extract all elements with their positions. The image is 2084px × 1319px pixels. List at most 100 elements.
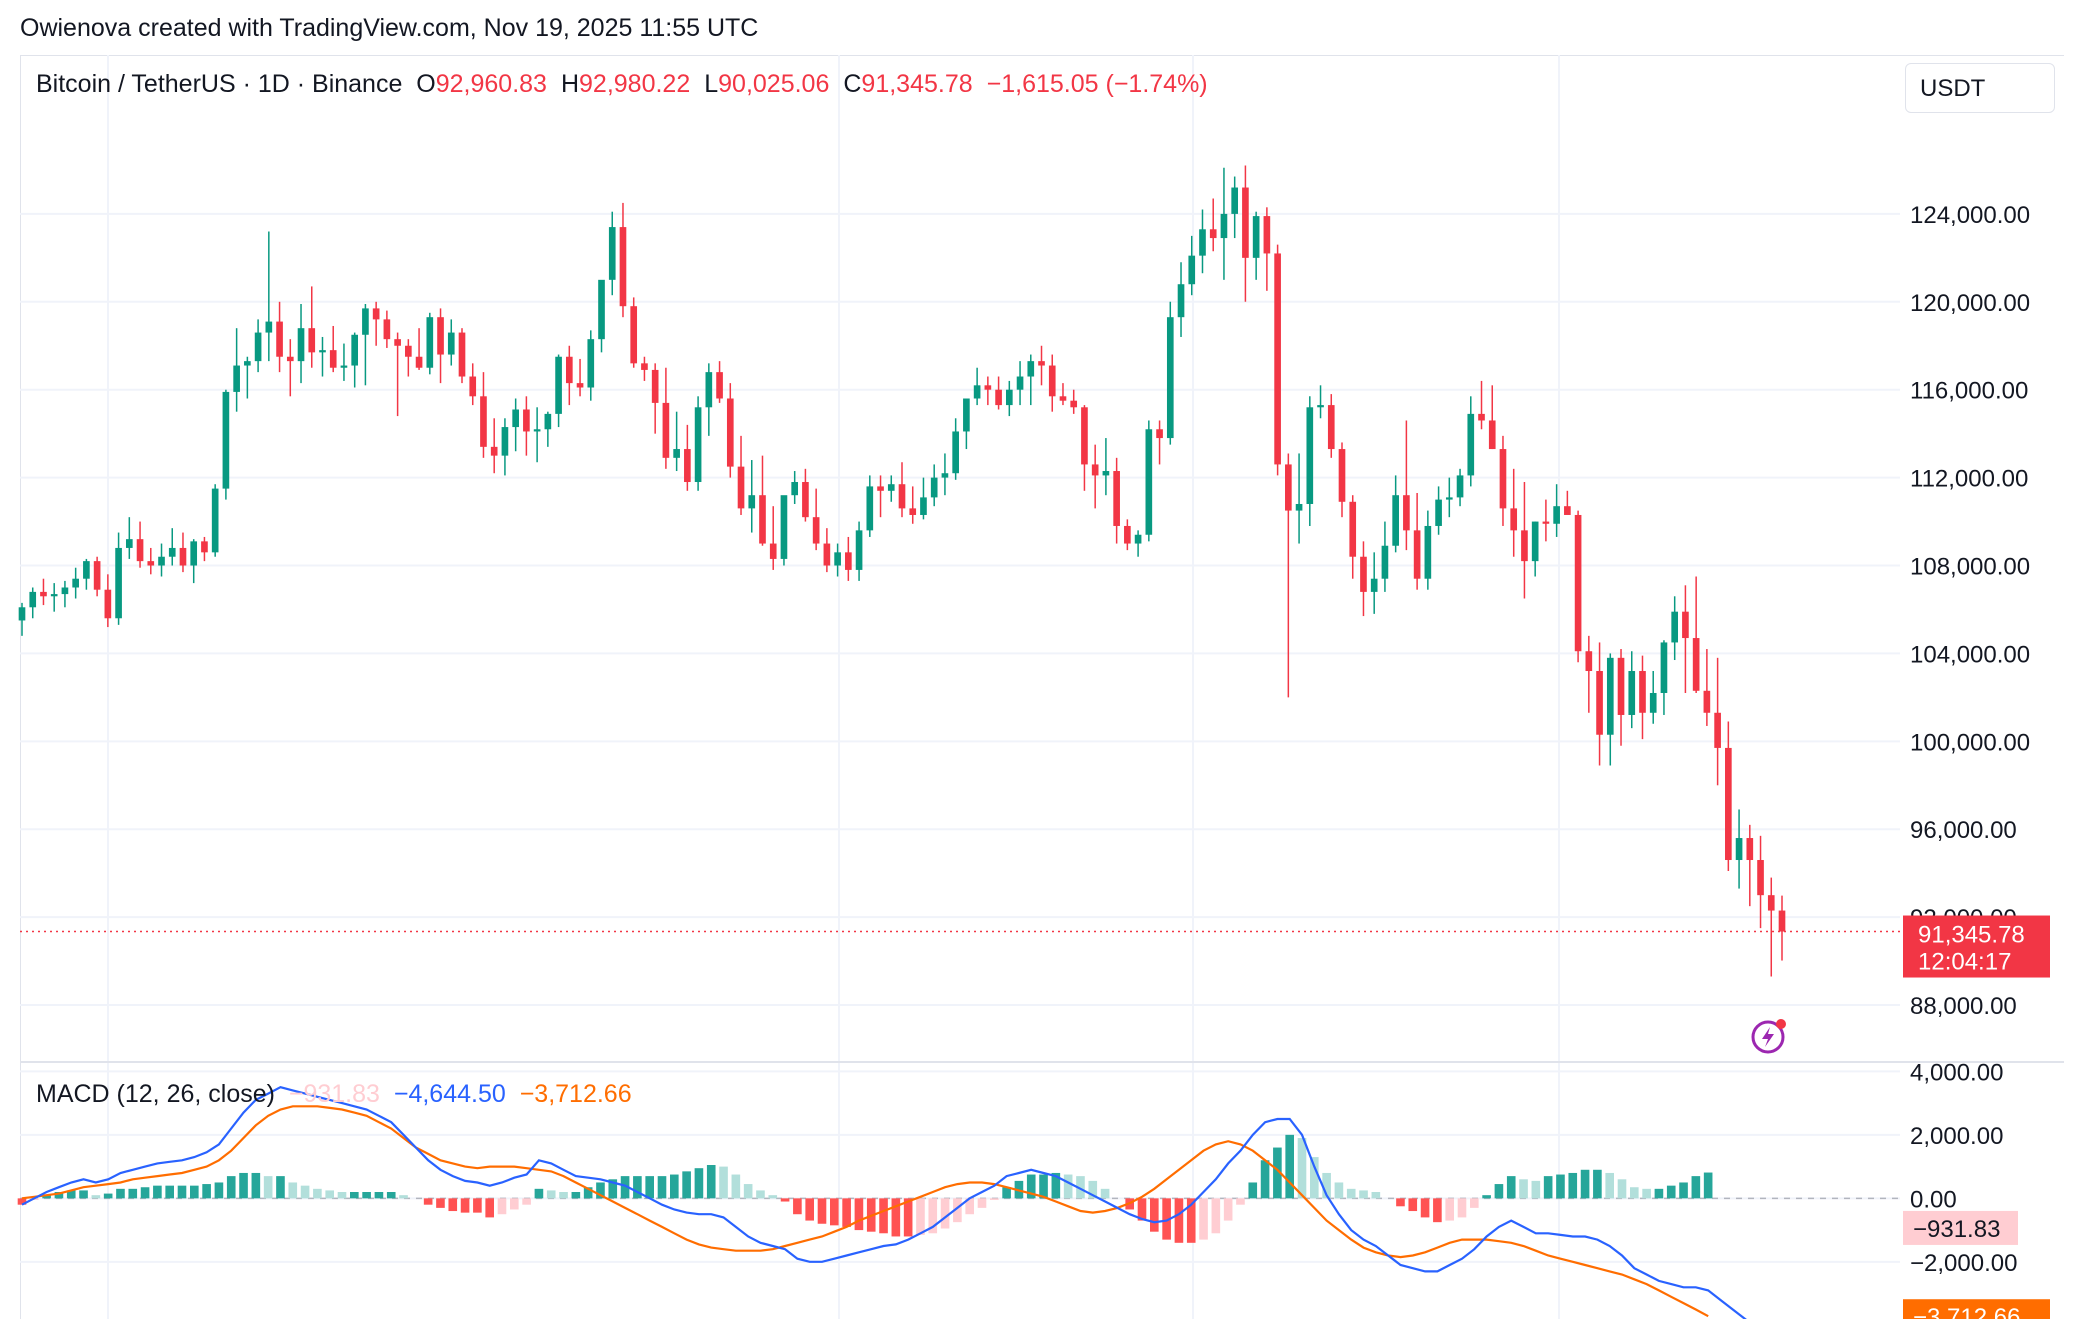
candle-body [855,530,863,570]
macd-histogram-bar [116,1188,125,1199]
symbol-title[interactable]: Bitcoin / TetherUS · 1D · Binance [36,70,403,98]
candle-body [898,484,906,509]
candle-body [759,495,766,544]
candle-body [480,396,487,447]
macd-histogram-bar [682,1171,691,1199]
macd-histogram-bar [1150,1198,1159,1232]
macd-title[interactable]: MACD (12, 26, close) [36,1080,275,1108]
candle-body [920,497,927,515]
macd-histogram-bar [1100,1188,1110,1199]
symbol-legend: Bitcoin / TetherUS · 1D · Binance O92,96… [36,70,1222,99]
macd-histogram-bar [1334,1182,1344,1199]
macd-histogram-bar [399,1195,408,1199]
candle-body [1413,530,1421,579]
candle-body [93,561,101,590]
candle-body [834,552,841,566]
macd-histogram-bar [190,1185,199,1199]
macd-histogram-bar [953,1198,962,1223]
price-axis-label: 116,000.00 [1910,378,2028,405]
candle-body [963,398,970,432]
candle-body [694,407,702,483]
macd-histogram-bar [854,1198,864,1231]
macd-histogram-bar [620,1176,630,1199]
candle-body [973,385,981,399]
candle-body [1649,692,1657,713]
candle-body [1070,400,1078,408]
candle-body [769,543,777,559]
price-axis-label: 124,000.00 [1910,202,2030,229]
macd-histogram-bar [1556,1174,1565,1199]
macd-histogram-bar [928,1198,938,1234]
candle-body [598,279,605,340]
macd-histogram-bar [842,1198,851,1227]
macd-histogram-bar [891,1198,901,1237]
macd-histogram-bar [1039,1174,1048,1199]
macd-histogram-bar [202,1184,211,1199]
open-value: 92,960.83 [435,70,547,98]
macd-histogram-bar [1482,1195,1491,1199]
candle-body [222,391,230,489]
countdown-label: 12:04:17 [1918,949,2011,976]
candle-body [1274,253,1281,465]
macd-histogram-bar [374,1192,384,1199]
macd-histogram-bar [546,1190,556,1199]
candle-body [40,591,47,597]
macd-histogram-bar [1359,1190,1368,1199]
candle-body [673,449,680,458]
macd-histogram-bar [990,1198,999,1200]
macd-histogram-bar [128,1188,138,1199]
candle-body [276,321,283,357]
macd-histogram-bar [91,1195,101,1199]
chart-frame [20,55,2064,1319]
candle-body [1156,429,1163,439]
candle-body [1016,376,1024,390]
candle-body [125,539,133,548]
candle-body [1628,671,1636,715]
candle-body [1199,229,1206,256]
macd-histogram-bar [1568,1172,1578,1199]
macd-histogram-bar [965,1198,974,1215]
candle-body [952,431,959,474]
candle-body [18,607,26,621]
macd-histogram-bar [571,1192,581,1199]
macd-histogram-bar [510,1198,519,1210]
candle-body [1606,657,1614,735]
candle-body [351,334,359,366]
flash-icon[interactable] [1750,1015,1790,1055]
macd-histogram-bar [1630,1187,1639,1199]
candle-body [1295,503,1303,511]
macd-histogram-bar [1297,1138,1307,1199]
candle-body [501,427,509,456]
macd-histogram-bar [977,1198,987,1208]
macd-histogram-bar [1371,1192,1381,1199]
candle-body [812,517,820,544]
macd-histogram-bar [103,1193,113,1199]
macd-histogram-bar [263,1176,273,1199]
candle-body [630,306,638,364]
candle-body [1682,611,1689,639]
macd-histogram-bar [448,1198,458,1212]
macd-histogram-bar [436,1198,445,1208]
chart-credit: Owienova created with TradingView.com, N… [20,14,759,42]
candle-body [587,339,595,388]
candle-body [1285,464,1292,511]
macd-histogram-bar [1310,1157,1319,1199]
macd-histogram-bar [140,1187,150,1199]
macd-axis-label: −2,000.00 [1910,1250,2017,1277]
candle-body [1113,471,1120,526]
candle-body [415,356,423,368]
macd-histogram-bar [165,1185,174,1199]
candle-body [780,495,788,559]
candle-body [512,409,519,428]
candle-body [265,321,273,333]
macd-histogram-bar [522,1198,531,1205]
candle-body [802,482,809,518]
price-axis-label: 112,000.00 [1910,466,2028,493]
macd-histogram-bar [1654,1188,1664,1199]
candle-body [1725,747,1732,861]
macd-histogram-bar [362,1192,371,1199]
candle-body [845,552,852,570]
currency-button[interactable]: USDT [1905,63,2055,113]
macd-histogram-bar [1211,1198,1221,1234]
